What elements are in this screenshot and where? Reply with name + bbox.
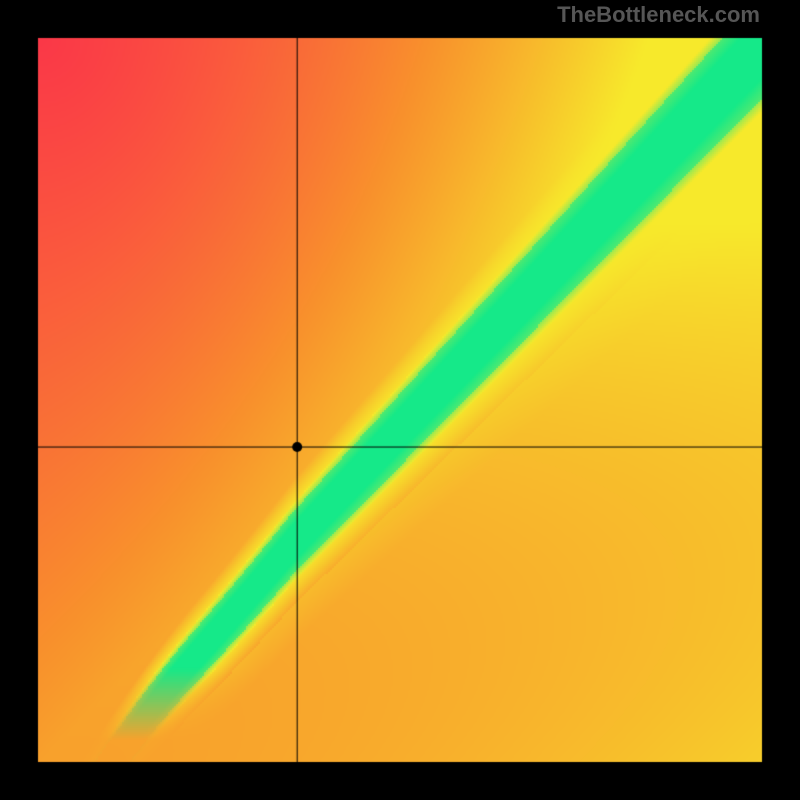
bottleneck-heatmap <box>0 0 800 800</box>
chart-container: TheBottleneck.com <box>0 0 800 800</box>
watermark-text: TheBottleneck.com <box>557 2 760 28</box>
